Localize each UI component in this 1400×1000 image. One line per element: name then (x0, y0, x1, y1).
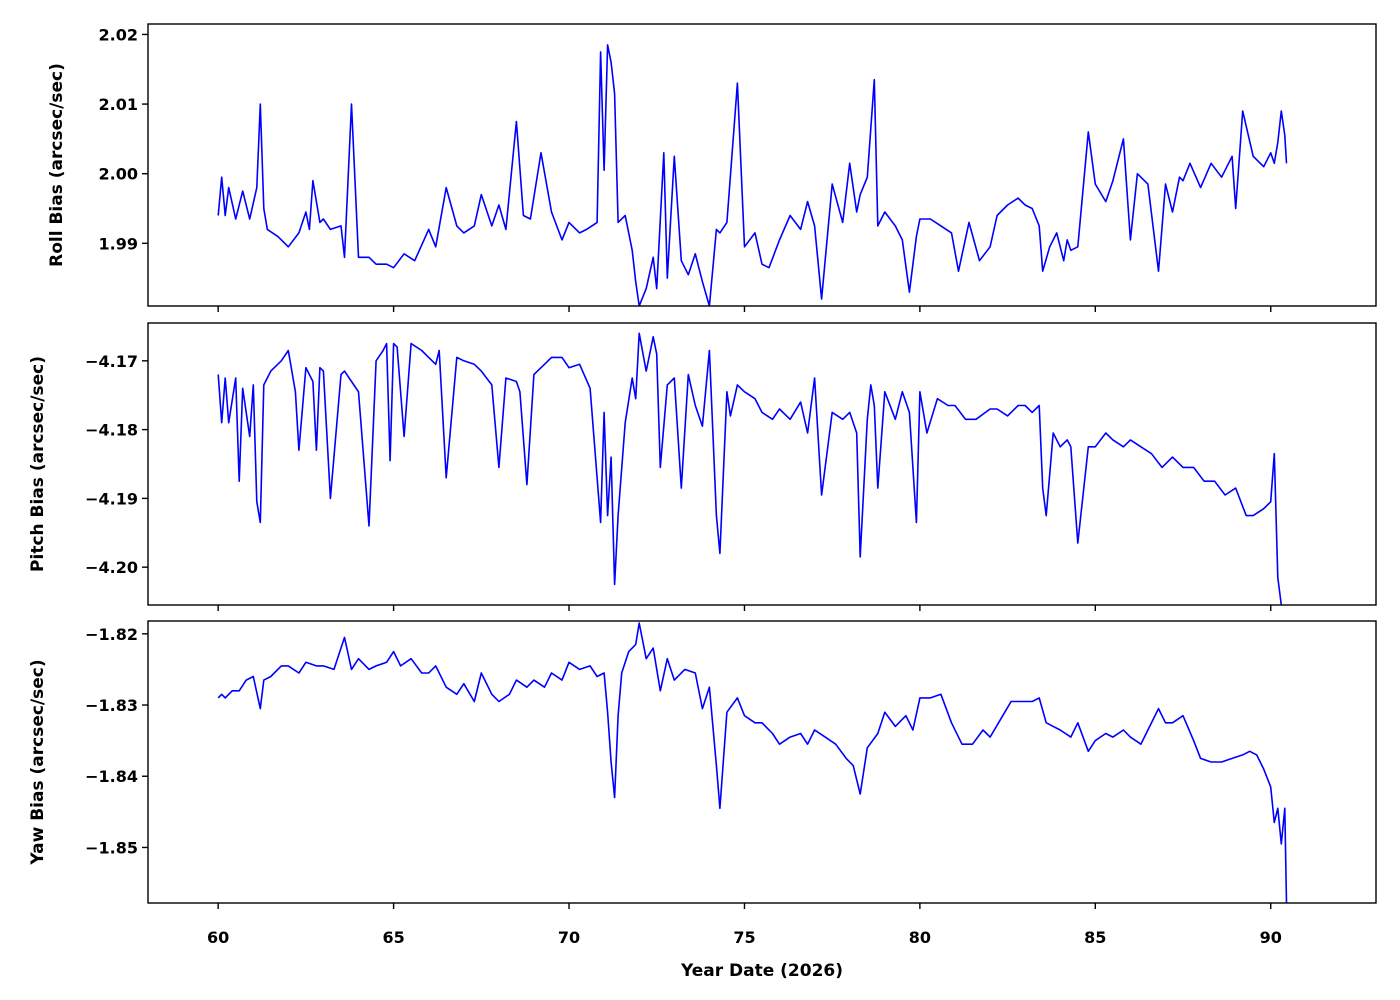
roll-y-tick-label: 2.00 (99, 165, 138, 184)
x-tick-label: 90 (1260, 928, 1282, 947)
panel-pitch: −4.20 −4.19 −4.18 −4.17 Pitch Bias (arcsec/… (28, 322, 1377, 611)
pitch-y-ticks: −4.20 −4.19 −4.18 −4.17 (85, 352, 148, 577)
yaw-y-ticks: −1.85 −1.84 −1.83 −1.82 (85, 625, 148, 857)
x-tick-label: 70 (558, 928, 580, 947)
x-tick-label: 75 (733, 928, 755, 947)
pitch-y-tick-label: −4.18 (85, 421, 138, 440)
yaw-y-tick-label: −1.83 (85, 696, 138, 715)
yaw-y-tick-label: −1.82 (85, 625, 138, 644)
roll-series-layer (217, 44, 1288, 306)
pitch-series-layer (217, 332, 1283, 605)
panel-yaw: −1.85 −1.84 −1.83 −1.82 Yaw Bias (arcsec/se… (28, 620, 1377, 909)
yaw-y-tick-label: −1.84 (85, 767, 138, 786)
x-tick-label: 80 (909, 928, 931, 947)
x-tick-label: 85 (1084, 928, 1106, 947)
roll-y-tick-label: 1.99 (99, 234, 138, 253)
x-axis-label: Year Date (2026) (680, 961, 843, 981)
panel-roll: 1.99 2.00 2.01 2.02 Roll Bias (arcsec/sec) (47, 23, 1377, 312)
yaw-series-line (217, 622, 1288, 903)
roll-y-tick-label: 2.02 (99, 25, 138, 44)
roll-series-line (217, 44, 1288, 306)
pitch-x-tick-marks (217, 605, 1272, 611)
x-tick-label: 65 (382, 928, 404, 947)
pitch-series-line (217, 332, 1283, 605)
yaw-x-tick-marks (217, 903, 1272, 909)
yaw-series-layer (217, 622, 1288, 903)
roll-y-tick-label: 2.01 (99, 95, 138, 114)
yaw-y-tick-label: −1.85 (85, 838, 138, 857)
pitch-axes-frame (147, 322, 1377, 606)
x-tick-labels: 60 65 70 75 80 85 90 (207, 928, 1282, 947)
x-tick-label: 60 (207, 928, 229, 947)
pitch-y-tick-label: −4.19 (85, 489, 138, 508)
pitch-y-tick-label: −4.17 (85, 352, 138, 371)
roll-y-ticks: 1.99 2.00 2.01 2.02 (99, 25, 148, 253)
roll-axes-frame (147, 23, 1377, 307)
pitch-y-tick-label: −4.20 (85, 558, 138, 577)
pitch-y-axis-label: Pitch Bias (arcsec/sec) (28, 356, 48, 572)
roll-x-tick-marks (217, 306, 1272, 312)
roll-y-axis-label: Roll Bias (arcsec/sec) (47, 63, 67, 267)
yaw-axes-frame (147, 620, 1377, 904)
yaw-y-axis-label: Yaw Bias (arcsec/sec) (28, 659, 48, 865)
